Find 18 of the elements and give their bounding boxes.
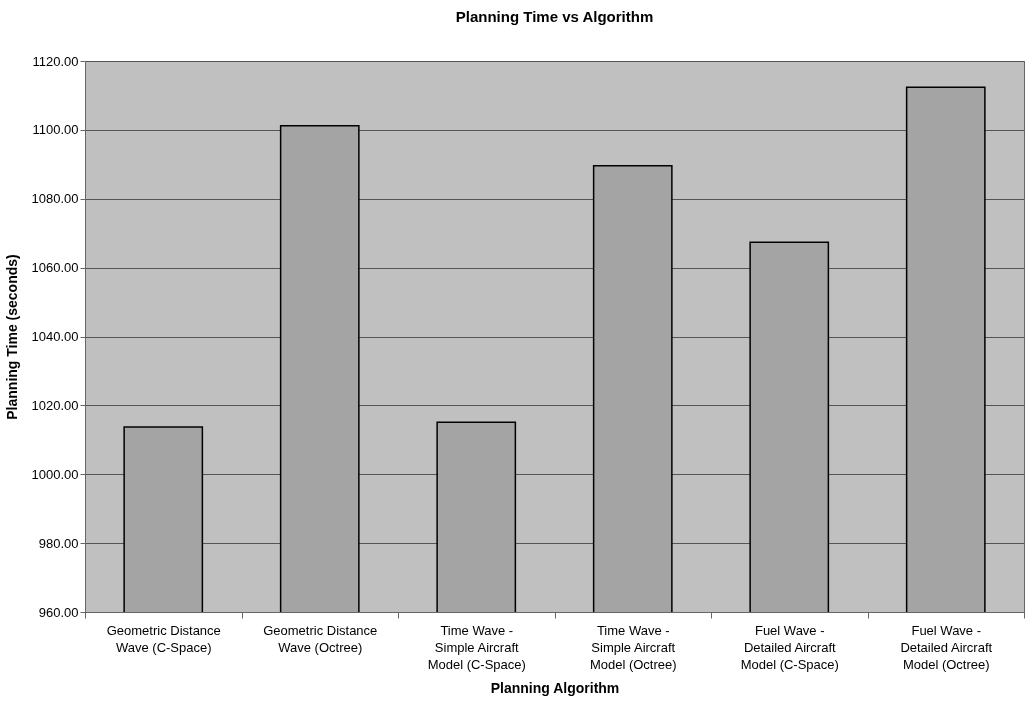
x-tick-label: Geometric Distance Wave (Octree): [263, 622, 378, 655]
x-tick-label: Time Wave - Simple Aircraft Model (C-Space): [427, 622, 526, 672]
y-tick-label: 1040.00: [31, 329, 79, 344]
y-tick-label: 980.00: [38, 535, 79, 551]
x-tick-label: Time Wave - Simple Aircraft Model (Octree): [589, 622, 677, 672]
x-tick-label: Fuel Wave - Detailed Aircraft Model (C-Space): [740, 622, 839, 672]
y-tick-label: 1080.00: [31, 191, 79, 207]
y-tick-label: 1060.00: [31, 260, 79, 276]
y-tick-label: 1100.00: [32, 122, 79, 138]
y-tick-label: 1020.00: [31, 397, 79, 413]
y-axis-title: Planning Time (seconds): [3, 254, 20, 420]
x-axis-title: Planning Algorithm: [490, 679, 620, 696]
chart-title: Planning Time vs Algorithm: [455, 8, 654, 25]
y-tick-label: 1120.00: [32, 53, 79, 69]
y-tick-label: 960.00: [38, 604, 79, 620]
y-tick-label: 1000.00: [31, 466, 79, 482]
x-tick-label: Fuel Wave - Detailed Aircraft Model (Octree): [900, 622, 993, 672]
x-tick-label: Geometric Distance Wave (C-Space): [106, 622, 221, 655]
